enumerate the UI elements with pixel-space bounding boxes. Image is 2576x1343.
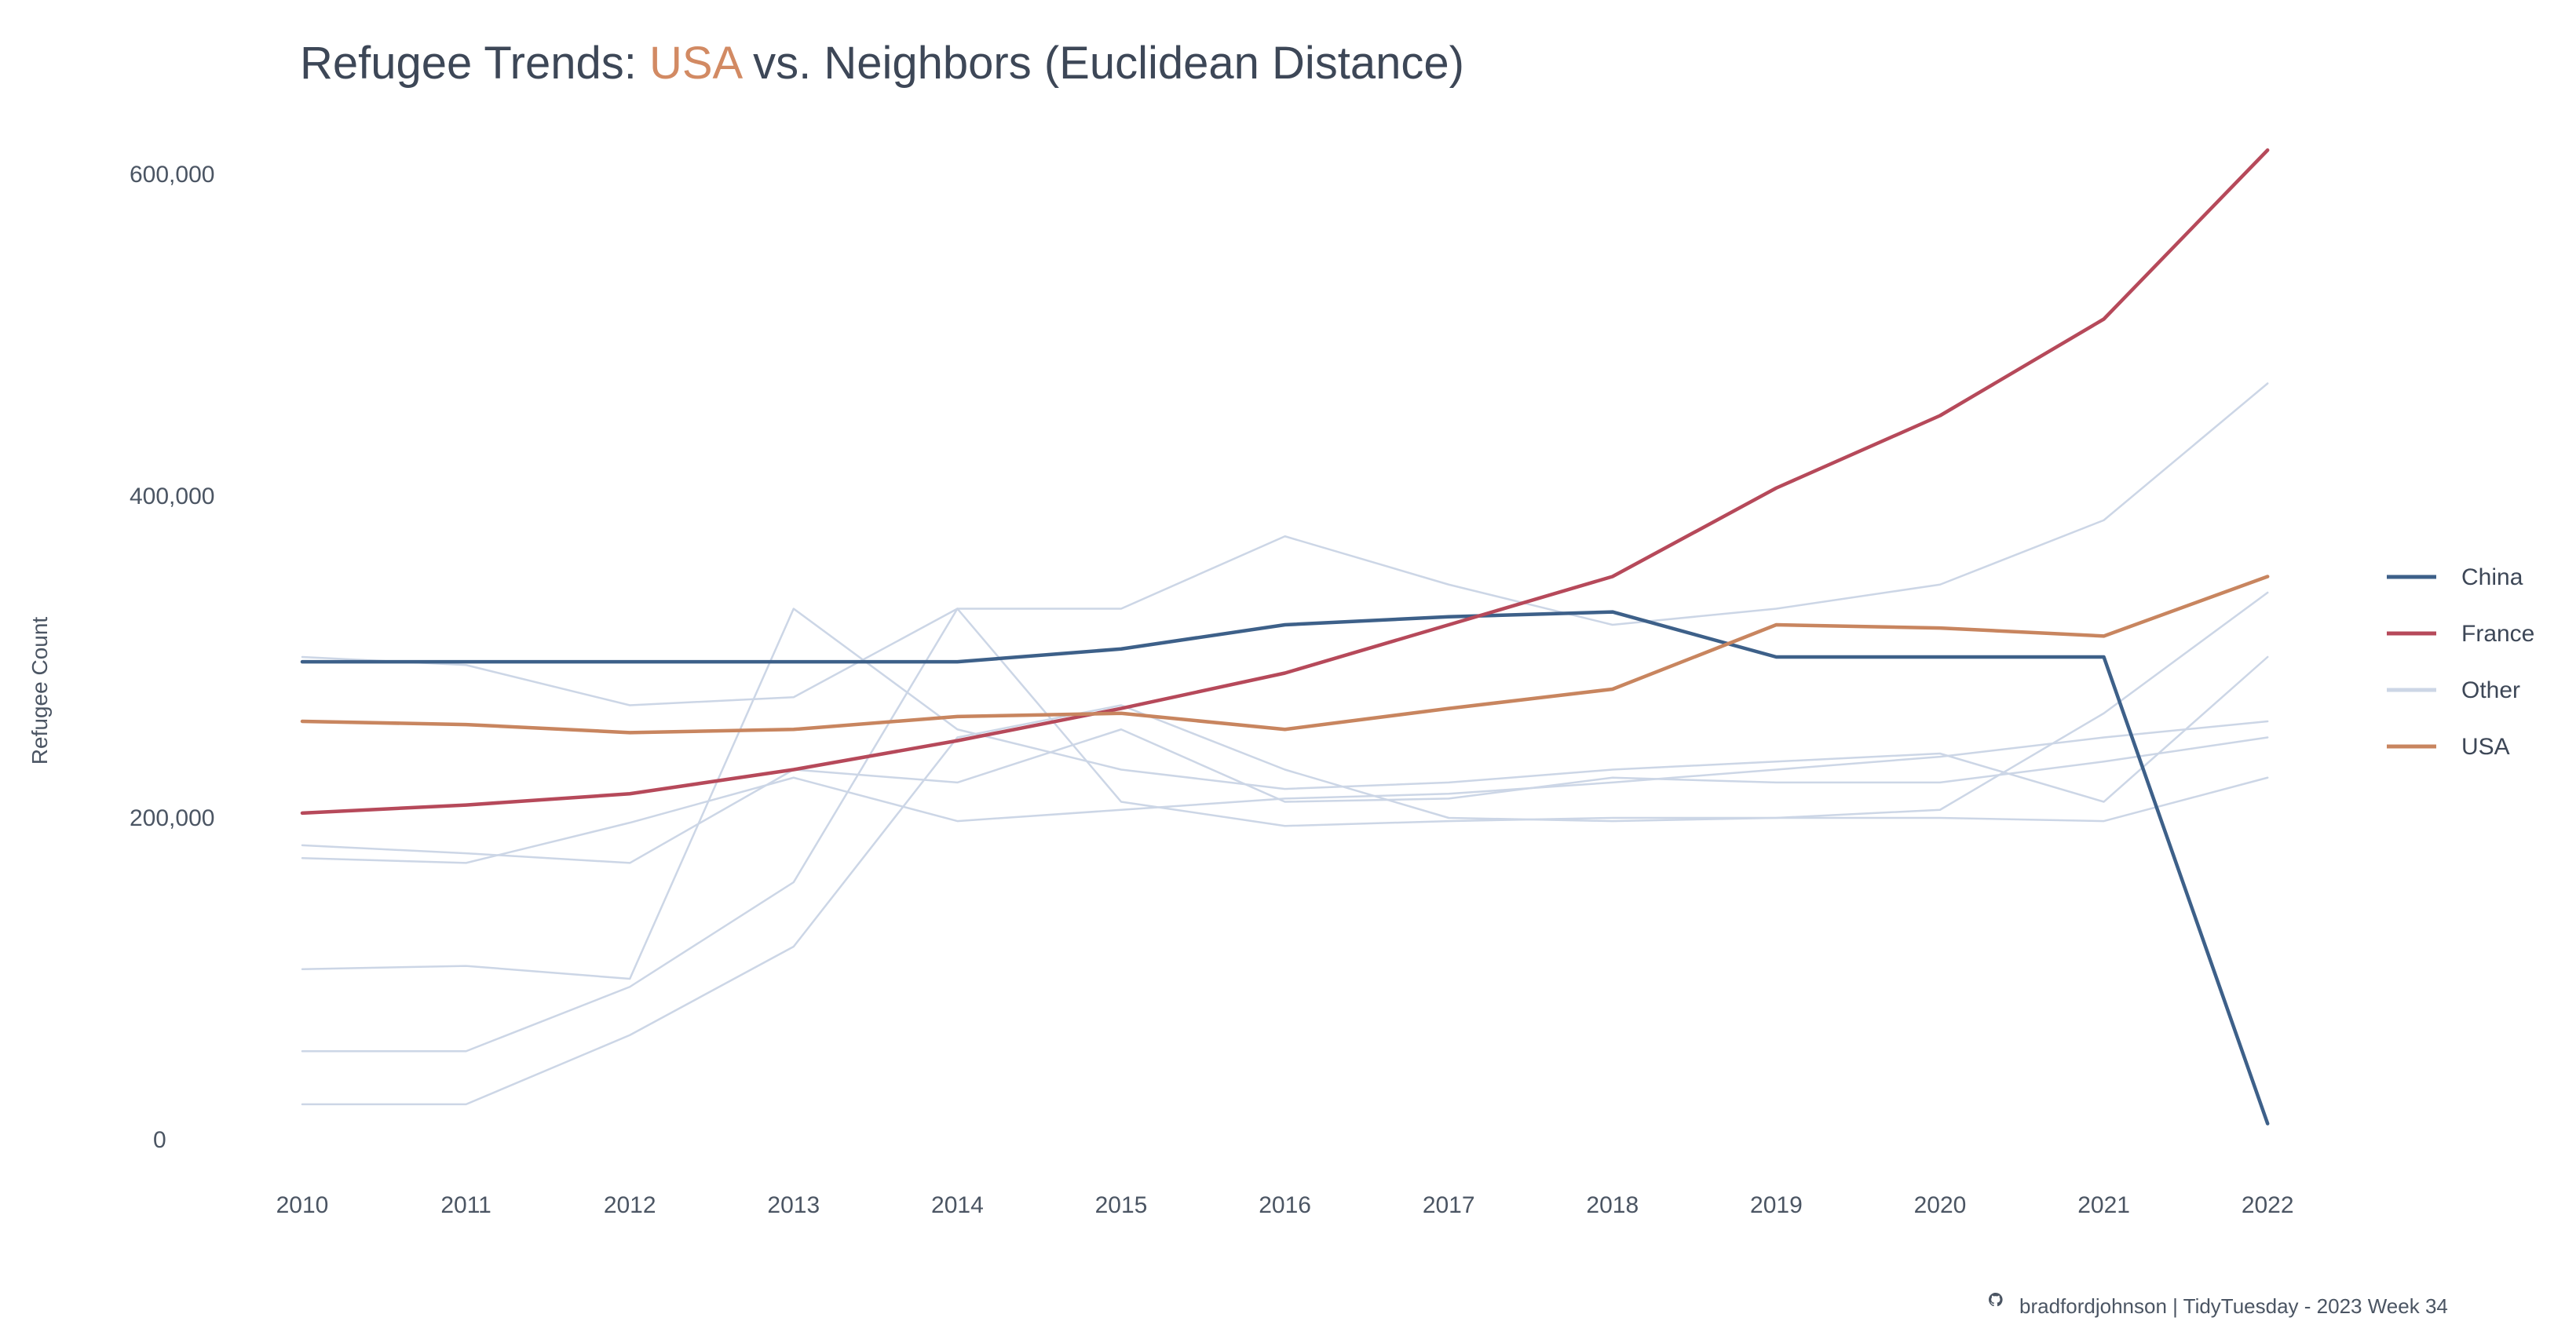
svg-text:Refugee Count: Refugee Count (27, 617, 52, 765)
svg-text:Other: Other (2461, 677, 2520, 703)
svg-text:Refugee Trends: USA vs. Neighb: Refugee Trends: USA vs. Neighbors (Eucli… (300, 38, 1464, 89)
svg-text:2022: 2022 (2242, 1192, 2294, 1218)
svg-text:China: China (2461, 564, 2523, 590)
svg-text:2011: 2011 (440, 1192, 491, 1218)
svg-text:2014: 2014 (931, 1192, 984, 1218)
svg-text:2018: 2018 (1586, 1192, 1639, 1218)
svg-text:2021: 2021 (2077, 1192, 2130, 1218)
svg-text:200,000: 200,000 (130, 805, 214, 831)
svg-text:bradfordjohnson | TidyTuesday: bradfordjohnson | TidyTuesday - 2023 Wee… (2019, 1294, 2448, 1318)
svg-text:2016: 2016 (1259, 1192, 1311, 1218)
svg-text:2012: 2012 (604, 1192, 656, 1218)
svg-text:2013: 2013 (767, 1192, 820, 1218)
svg-text:2015: 2015 (1095, 1192, 1148, 1218)
svg-text:2010: 2010 (276, 1192, 329, 1218)
svg-text:USA: USA (2461, 734, 2510, 760)
svg-text:400,000: 400,000 (130, 484, 214, 509)
svg-text:0: 0 (153, 1127, 166, 1153)
svg-text:2017: 2017 (1423, 1192, 1475, 1218)
svg-text:600,000: 600,000 (130, 162, 214, 188)
svg-text:France: France (2461, 621, 2534, 647)
svg-text:2019: 2019 (1750, 1192, 1803, 1218)
svg-text:2020: 2020 (1914, 1192, 1967, 1218)
